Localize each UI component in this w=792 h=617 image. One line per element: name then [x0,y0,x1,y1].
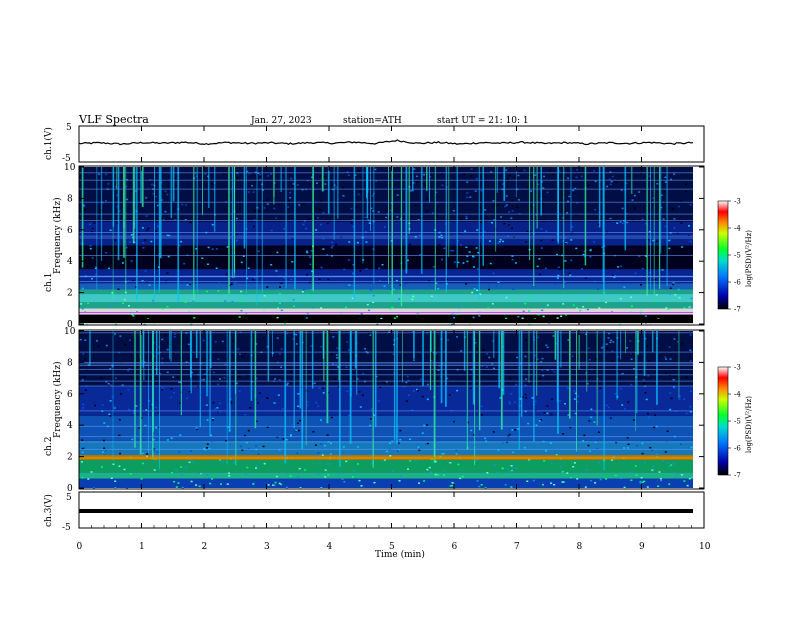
ch2-colorbar: -3 -4 -5 -6 -7 log(PSD)(V²/Hz) [717,364,753,480]
time-axis-label: Time (min) [375,549,425,560]
spec-ytick: 6 [67,226,73,236]
ch1-ytick-bottom: -5 [62,154,71,164]
spec-ytick: 4 [67,257,73,267]
spec-ytick: 0 [67,484,73,494]
colorbar-tick-label: -5 [734,418,741,426]
colorbar-tick-label: -7 [734,472,741,480]
ch1-spec-ylabel: Frequency (kHz) [52,197,63,274]
time-axis: 0 1 2 3 4 5 6 7 8 9 10 [77,126,711,552]
spec-ytick: 8 [67,358,73,368]
ch1-ytick-top: 5 [66,123,72,133]
colorbar-tick-label: -5 [734,252,741,260]
colorbar-tick-label: -3 [734,198,741,206]
ch3-ylabel: ch.3(V) [43,494,54,527]
spec-ytick: 6 [67,390,73,400]
time-axis-tick-label: 1 [139,542,145,552]
start-time-label: start UT = 21: 10: 1 [437,116,529,126]
ch1-waveform-line [78,139,694,146]
ch1-spec-ylabel-channel: ch.1 [44,273,54,292]
ch2-spectrogram-image [79,331,693,490]
spec-ytick: 2 [67,453,73,463]
time-axis-tick-label: 8 [577,542,583,552]
time-axis-tick-label: 0 [77,542,83,552]
station-label: station=ATH [343,116,402,126]
ch1-colorbar: -3 -4 -5 -6 -7 log(PSD)(V²/Hz) [717,198,753,314]
spec-ytick: 10 [64,163,76,173]
colorbar-tick-label: -3 [734,364,741,372]
spec-ytick: 10 [64,327,76,337]
figure-title: VLF Spectra [78,113,149,126]
ch3-ytick-bottom: -5 [62,523,71,533]
date-label: Jan. 27, 2023 [250,116,312,126]
ch2-spectrogram-panel: 0 2 4 6 8 10 ch.2 Frequency (kHz) [44,327,705,494]
ch1-spectrogram-image [79,167,693,326]
colorbar-tick-label: -4 [734,225,741,233]
ch1-ylabel: ch.1(V) [43,127,54,160]
ch2-colorbar-label: log(PSD)(V²/Hz) [745,396,753,453]
time-axis-tick-label: 5 [389,542,395,552]
spec-ytick: 2 [67,289,73,299]
spec-ytick: 0 [67,320,73,330]
ch2-spec-ylabel: Frequency (kHz) [52,361,63,438]
colorbar-tick-label: -6 [734,279,741,287]
colorbar-tick-label: -6 [734,445,741,453]
time-axis-tick-label: 4 [327,542,333,552]
time-axis-tick-label: 2 [202,542,208,552]
time-axis-tick-label: 6 [452,542,458,552]
colorbar-tick-label: -4 [734,391,741,399]
ch1-spectrogram-panel: 0 2 4 6 8 10 ch.1 Frequency (kHz) [44,163,705,330]
time-axis-tick-label: 10 [699,542,711,552]
ch3-ytick-top: 5 [66,493,72,503]
spec-ytick: 8 [67,194,73,204]
time-axis-tick-label: 3 [264,542,270,552]
time-axis-tick-label: 9 [639,542,645,552]
spec-ytick: 4 [67,421,73,431]
ch3-waveform-line [79,509,693,513]
ch1-colorbar-label: log(PSD)(V²/Hz) [745,230,753,287]
ch1-waveform-panel: 5 -5 ch.1(V) [43,123,705,164]
ch2-spec-ylabel-channel: ch.2 [44,437,54,456]
colorbar-tick-label: -7 [734,306,741,314]
time-axis-tick-label: 7 [514,542,520,552]
ch3-waveform-panel: 5 -5 ch.3(V) [43,491,705,533]
